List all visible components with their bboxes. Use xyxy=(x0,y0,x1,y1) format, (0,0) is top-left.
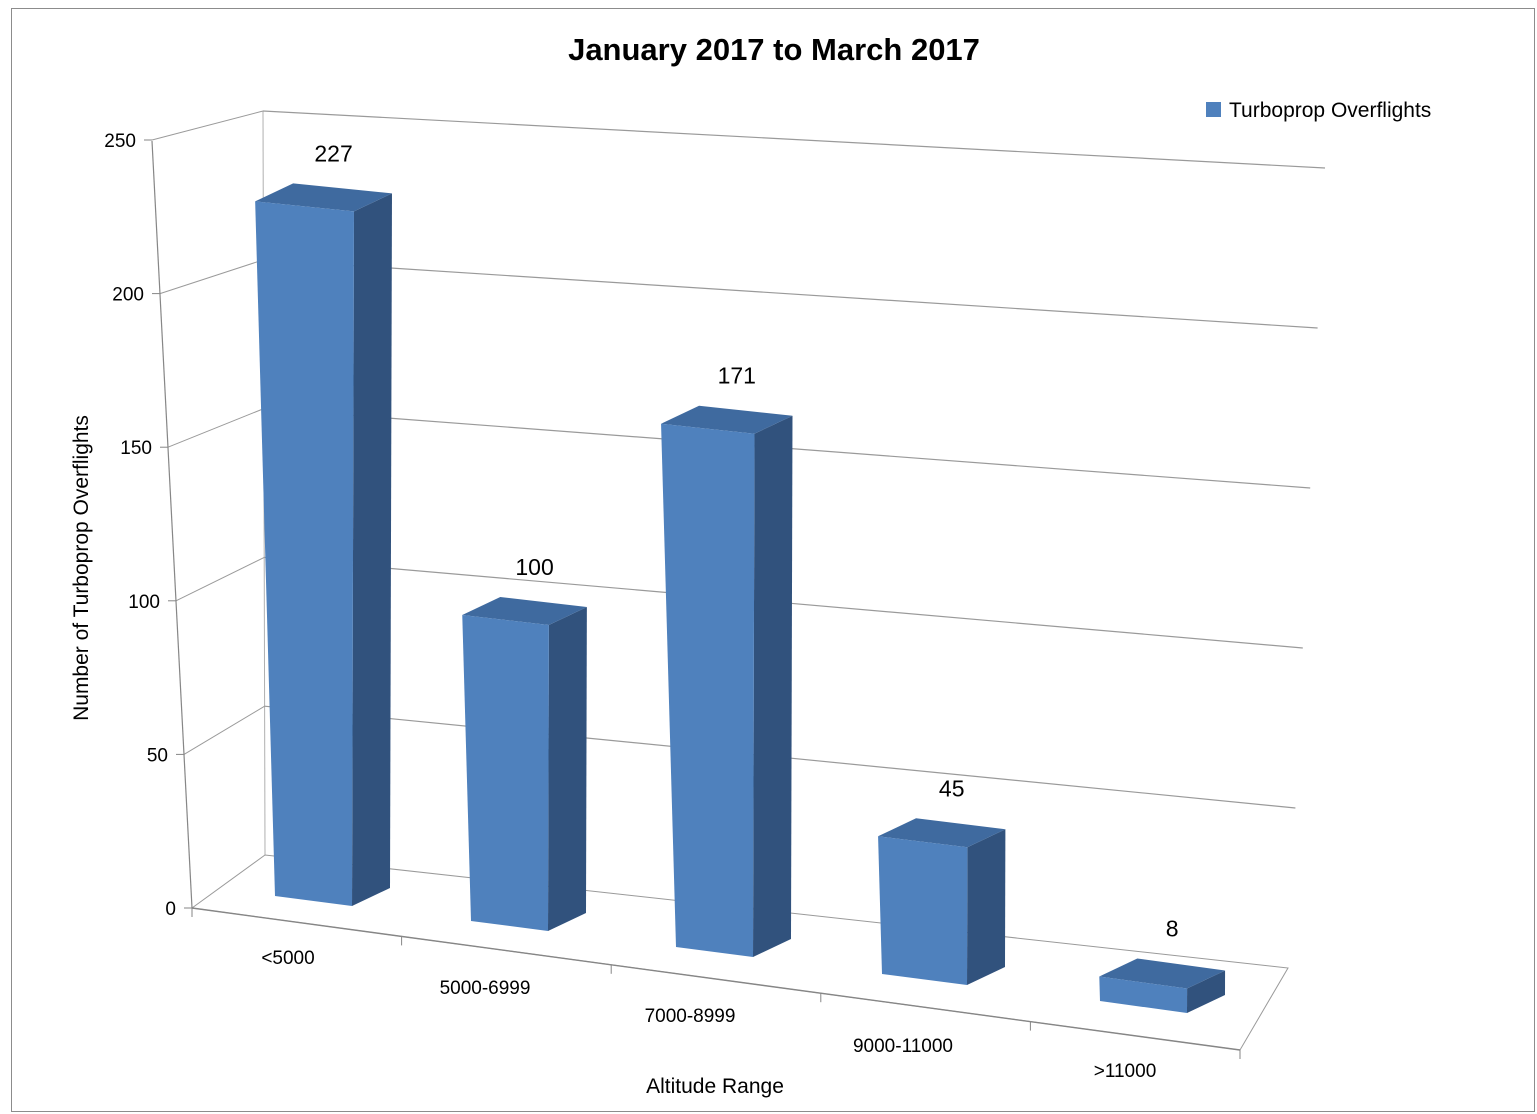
gridline xyxy=(263,260,1317,328)
legend-swatch xyxy=(1206,102,1221,117)
bar-side xyxy=(548,607,587,931)
bars: 227 100 171 45 8 xyxy=(255,140,1225,1013)
gridline-side xyxy=(152,111,263,140)
gridline-side xyxy=(176,557,264,600)
y-tick-label: 0 xyxy=(165,899,176,920)
y-tick-label: 150 xyxy=(120,438,152,459)
y-axis-title: Number of Turboprop Overflights xyxy=(70,415,93,721)
chart-title: January 2017 to March 2017 xyxy=(568,32,980,67)
bar-1: 100 xyxy=(462,554,587,931)
bar-front xyxy=(462,615,549,931)
y-axis-line xyxy=(152,141,192,908)
bar-side xyxy=(352,193,392,906)
data-label: 227 xyxy=(314,140,352,166)
bar-2: 171 xyxy=(661,363,792,957)
x-tick-label: <5000 xyxy=(261,948,314,969)
gridline-side xyxy=(184,706,265,754)
data-label: 45 xyxy=(939,775,965,801)
data-label: 8 xyxy=(1166,916,1179,942)
gridline-side xyxy=(160,260,263,294)
y-tick-label: 100 xyxy=(128,592,160,613)
bar-0: 227 xyxy=(255,140,392,906)
data-label: 171 xyxy=(718,363,756,389)
x-tick-label: 9000-11000 xyxy=(853,1036,953,1057)
y-tick-label: 50 xyxy=(147,745,168,766)
x-tick-label: 7000-8999 xyxy=(645,1006,736,1027)
gridline xyxy=(263,111,1325,168)
legend-label: Turboprop Overflights xyxy=(1229,99,1431,122)
bar-3: 45 xyxy=(878,775,1005,985)
bar-4: 8 xyxy=(1099,916,1225,1013)
legend: Turboprop Overflights xyxy=(1206,99,1431,122)
bar-front xyxy=(878,836,967,985)
data-label: 100 xyxy=(515,554,553,580)
x-tick-label: 5000-6999 xyxy=(440,978,531,999)
bar-front xyxy=(661,424,754,957)
y-tick-label: 200 xyxy=(112,285,144,306)
gridline-side xyxy=(168,409,264,448)
bar-front xyxy=(255,201,354,906)
x-axis-title: Altitude Range xyxy=(646,1075,784,1098)
x-tick-label: >11000 xyxy=(1094,1061,1157,1082)
y-tick-label: 250 xyxy=(104,131,136,152)
bar-side xyxy=(753,416,792,957)
bar-side xyxy=(967,829,1005,985)
